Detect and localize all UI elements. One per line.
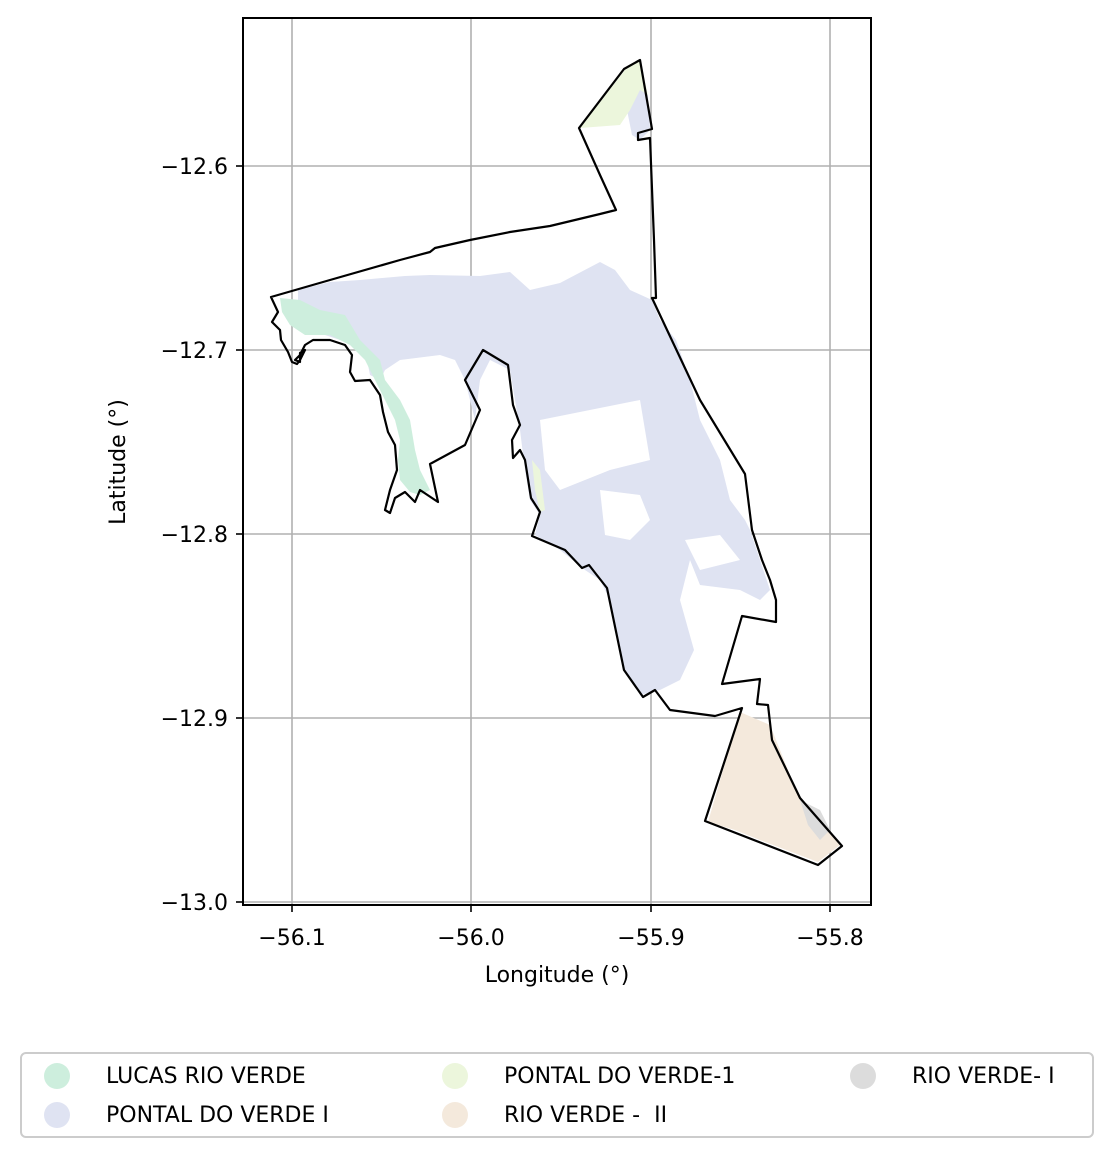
- x-tick-label: −56.0: [437, 926, 504, 951]
- legend-marker: [442, 1063, 468, 1089]
- legend-item-lucas-rio-verde: LUCAS RIO VERDE: [44, 1061, 306, 1091]
- region-rio-verde-i: [800, 800, 830, 840]
- region-pontal-do-verde-1: [532, 60, 648, 512]
- region-pontal-do-verde-i: [298, 80, 770, 695]
- map-figure: −56.1 −56.0 −55.9 −55.8 −12.6 −12.7 −12.…: [106, 17, 872, 988]
- legend-label: RIO VERDE - II: [504, 1102, 668, 1128]
- legend-item-rio-verde-ii: RIO VERDE - II: [442, 1100, 667, 1130]
- y-axis-title: Latitude (°): [106, 399, 131, 525]
- y-tick-label: −12.8: [161, 523, 228, 548]
- y-tick-label: −12.6: [161, 155, 228, 180]
- region-rio-verde-ii: [708, 712, 840, 862]
- legend-label: RIO VERDE- I: [912, 1063, 1055, 1089]
- y-tick-label: −13.0: [161, 891, 228, 916]
- legend-item-pontal-do-verde-i: PONTAL DO VERDE I: [44, 1100, 329, 1130]
- legend-marker: [44, 1063, 70, 1089]
- municipality-boundary: [269, 58, 844, 867]
- legend-label: PONTAL DO VERDE I: [106, 1102, 329, 1128]
- legend-marker: [44, 1102, 70, 1128]
- legend-item-pontal-do-verde-1: PONTAL DO VERDE-1: [442, 1061, 735, 1091]
- legend-marker: [442, 1102, 468, 1128]
- x-tick-label: −56.1: [258, 926, 325, 951]
- map-frame: [242, 17, 872, 906]
- region-lucas-rio-verde: [280, 298, 430, 495]
- legend-item-rio-verde-i: RIO VERDE- I: [850, 1061, 1055, 1091]
- y-tick-label: −12.7: [161, 339, 228, 364]
- legend-marker: [850, 1063, 876, 1089]
- x-axis-title: Longitude (°): [485, 963, 630, 988]
- legend-label: LUCAS RIO VERDE: [106, 1063, 306, 1089]
- x-tick-label: −55.8: [796, 926, 863, 951]
- tick-marks: [236, 165, 831, 912]
- region-gaps: [540, 400, 740, 570]
- legend: LUCAS RIO VERDE PONTAL DO VERDE I PONTAL…: [20, 1052, 1094, 1138]
- y-tick-label: −12.9: [161, 707, 228, 732]
- x-tick-label: −55.9: [617, 926, 684, 951]
- legend-label: PONTAL DO VERDE-1: [504, 1063, 736, 1089]
